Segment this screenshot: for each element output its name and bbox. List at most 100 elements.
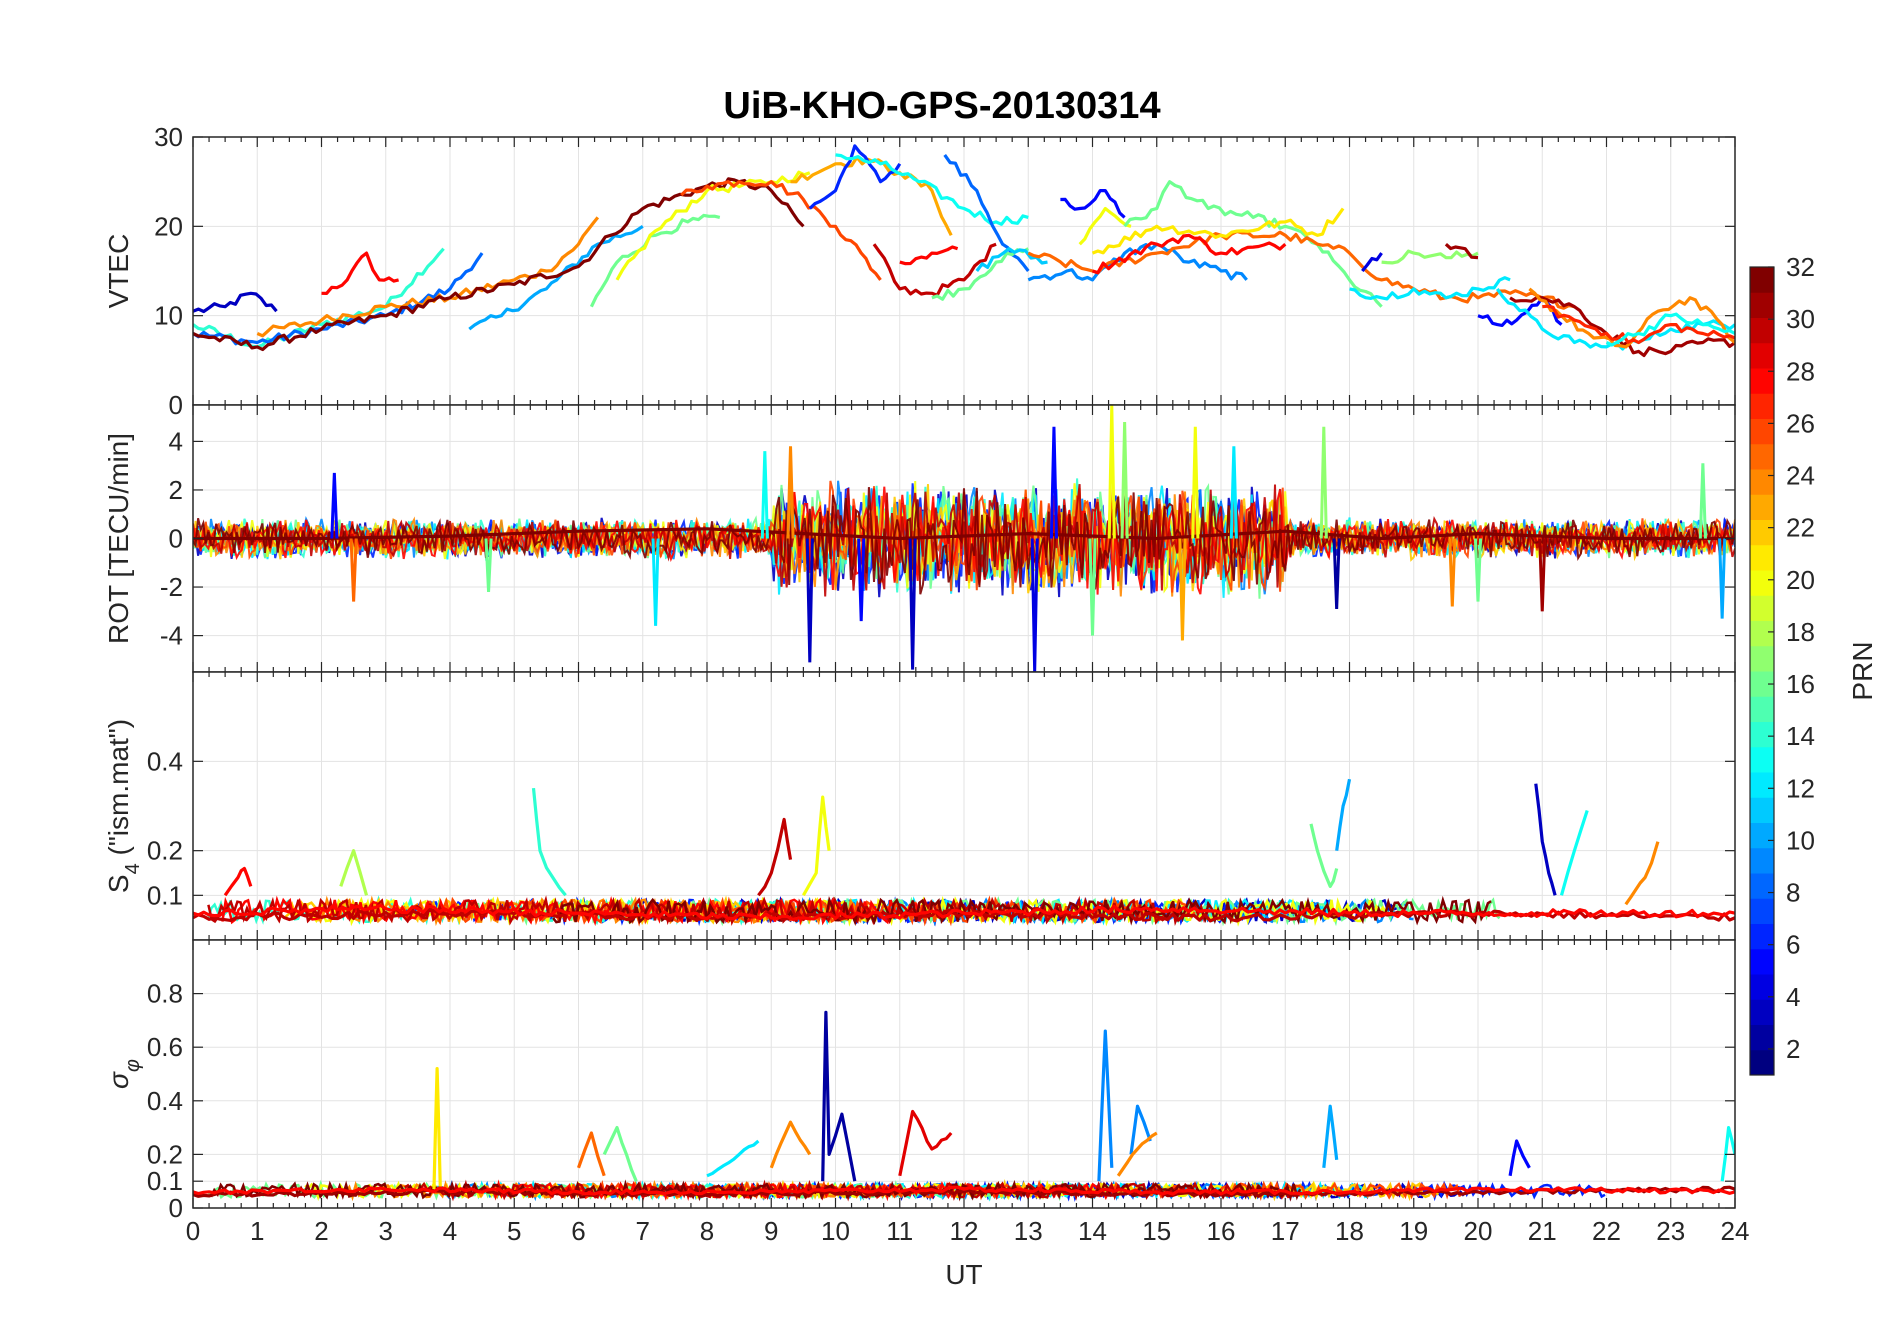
series-line-prn-28 (321, 251, 399, 295)
x-tick-label: 15 (1142, 1216, 1171, 1246)
x-tick-label: 18 (1335, 1216, 1364, 1246)
y-tick-label: -4 (160, 621, 183, 651)
x-tick-label: 11 (886, 1216, 913, 1246)
colorbar-swatch (1750, 999, 1774, 1025)
series-line-prn-16 (602, 1126, 638, 1182)
series-line-prn-32 (193, 527, 1735, 541)
series-line-prn-27 (1542, 304, 1735, 345)
rot-spike (330, 472, 339, 539)
series-line-prn-3 (193, 291, 278, 314)
colorbar-swatch (1750, 443, 1774, 470)
y-tick-label: 0.4 (147, 746, 183, 776)
x-tick-label: 13 (1014, 1216, 1043, 1246)
y-tick-label: 0.8 (147, 979, 183, 1009)
colorbar-tick-label: 30 (1786, 304, 1815, 334)
series-line-prn-16 (589, 213, 721, 308)
series-line-prn-10 (1335, 778, 1352, 851)
y-tick-label: 0.6 (147, 1032, 183, 1062)
colorbar-swatch (1750, 469, 1774, 495)
y-axis-label: ROT [TECU/min] (103, 433, 134, 644)
colorbar-swatch (1750, 317, 1774, 344)
rot-spike (1473, 538, 1483, 602)
colorbar-tick-label: 26 (1786, 408, 1815, 438)
series-line-prn-9 (1097, 1029, 1114, 1182)
rot-spike (1107, 405, 1116, 539)
series-line-prn-13 (1559, 810, 1589, 896)
colorbar-swatch (1750, 822, 1774, 849)
series-line-prn-31 (1444, 243, 1479, 260)
y-tick-label: 0.1 (147, 880, 183, 910)
series-line-prn-13 (835, 153, 1029, 226)
y-tick-label: 0.4 (147, 1086, 183, 1116)
series-line-prn-25 (576, 1131, 606, 1177)
y-axis-label: S4 ("ism.mat") (103, 719, 144, 893)
colorbar-tick-label: 18 (1786, 617, 1815, 647)
colorbar-tick-label: 20 (1786, 565, 1815, 595)
x-tick-label: 4 (443, 1216, 457, 1246)
series-group (193, 144, 1735, 358)
x-tick-label: 10 (821, 1216, 850, 1246)
colorbar-swatch (1750, 418, 1774, 445)
rot-spike (1049, 426, 1059, 539)
series-line-prn-26 (680, 180, 882, 281)
rot-spike (1088, 538, 1097, 636)
rot-spike (1332, 538, 1341, 609)
x-axis-label: UT (945, 1259, 982, 1290)
rot-spike (651, 538, 660, 626)
colorbar-label: PRN (1847, 641, 1878, 700)
colorbar-swatch (1750, 544, 1774, 571)
colorbar-swatch (1750, 494, 1774, 520)
x-tick-label: 1 (250, 1216, 264, 1246)
colorbar-tick-label: 4 (1786, 982, 1800, 1012)
y-axis-label: VTEC (103, 234, 134, 309)
series-line-prn-4 (1361, 252, 1383, 273)
colorbar-swatch (1750, 1024, 1774, 1051)
rot-spike (1319, 426, 1328, 539)
colorbar-swatch (1750, 923, 1774, 950)
colorbar-swatch (1750, 570, 1774, 596)
series-line-prn-28 (899, 245, 959, 266)
rot-spike (1718, 538, 1727, 619)
x-tick-label: 9 (764, 1216, 778, 1246)
series-line-prn-5 (1060, 189, 1126, 219)
colorbar-swatch (1750, 721, 1774, 748)
series-line-prn-21 (1091, 207, 1345, 255)
x-tick-label: 8 (700, 1216, 714, 1246)
chart-title: UiB-KHO-GPS-20130314 (723, 85, 1160, 127)
y-tick-label: 0.1 (147, 1166, 183, 1196)
colorbar-swatch (1750, 595, 1774, 621)
x-tick-label: 14 (1078, 1216, 1107, 1246)
y-axis-label-rest: ("ism.mat") (103, 719, 134, 863)
series-line-prn-13 (1720, 1126, 1735, 1182)
rot-spike (1191, 426, 1200, 539)
colorbar-swatch (1750, 292, 1774, 318)
series-line-prn-30 (757, 817, 793, 897)
colorbar-tick-label: 2 (1786, 1034, 1800, 1064)
y-tick-label: 30 (154, 122, 183, 152)
colorbar-tick-label: 12 (1786, 773, 1815, 803)
y-axis-label: σφ (103, 1059, 144, 1089)
colorbar-tick-label: 22 (1786, 513, 1815, 543)
series-line-prn-14 (531, 787, 567, 897)
colorbar-swatch (1750, 645, 1774, 672)
x-tick-label: 7 (636, 1216, 650, 1246)
colorbar-swatch (1750, 797, 1774, 823)
series-line-prn-30 (872, 242, 997, 297)
x-tick-label: 19 (1399, 1216, 1428, 1246)
x-tick-label: 24 (1721, 1216, 1750, 1246)
rot-spike (349, 538, 358, 602)
y-axis-label-main: S (103, 874, 134, 893)
series-line-prn-24 (769, 1120, 812, 1169)
panel-vtec: 0 10 20 30 VTEC (103, 122, 1736, 420)
colorbar-frame (1749, 266, 1775, 1076)
series-line-prn-28 (223, 866, 253, 897)
colorbar-swatch (1750, 368, 1774, 394)
colorbar-tick-label: 14 (1786, 721, 1815, 751)
series-line-prn-6 (808, 144, 902, 210)
rot-spike (908, 538, 917, 670)
colorbar-tick-label: 32 (1786, 252, 1815, 282)
series-line-prn-24 (256, 216, 600, 338)
series-group (193, 405, 1735, 672)
colorbar-swatch (1750, 519, 1774, 546)
series-line-prn-28 (193, 903, 1735, 921)
